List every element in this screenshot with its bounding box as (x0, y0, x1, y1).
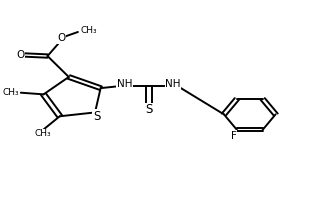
Text: O: O (57, 33, 65, 43)
Text: F: F (231, 131, 237, 141)
Text: CH₃: CH₃ (80, 26, 97, 35)
Text: S: S (93, 110, 100, 123)
Text: CH₃: CH₃ (35, 129, 51, 138)
Text: NH: NH (117, 79, 132, 89)
Text: CH₃: CH₃ (3, 88, 19, 97)
Text: NH: NH (165, 79, 181, 89)
Text: O: O (16, 50, 24, 60)
Text: S: S (146, 103, 153, 116)
